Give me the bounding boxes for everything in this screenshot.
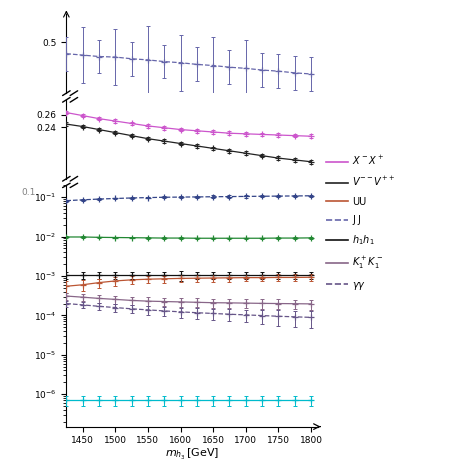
Legend: $X^-X^+$, $V^{--}V^{++}$, UU, J J, $h_1h_1$, $K^+_1K^-_1$, $\gamma\gamma$: $X^-X^+$, $V^{--}V^{++}$, UU, J J, $h_1h…: [322, 150, 400, 295]
Text: 0.1: 0.1: [22, 188, 36, 197]
Text: $m_{h_3}\,\mathrm{[GeV]}$: $m_{h_3}\,\mathrm{[GeV]}$: [165, 447, 219, 462]
